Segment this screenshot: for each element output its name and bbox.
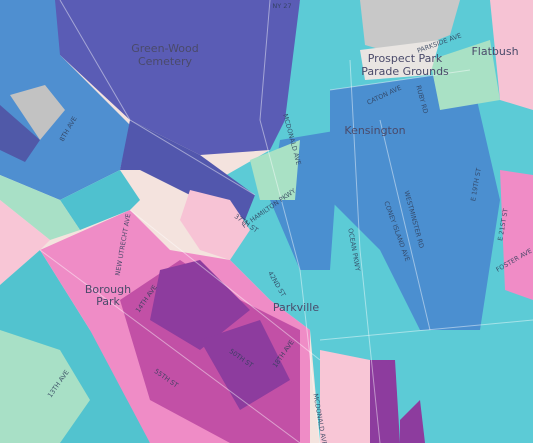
place-label: Cemetery	[138, 55, 193, 68]
region	[180, 190, 250, 260]
road	[329, 69, 471, 91]
region	[250, 140, 300, 200]
region	[400, 400, 425, 443]
roads	[39, 0, 533, 443]
road	[59, 0, 256, 196]
region	[430, 40, 500, 110]
region	[0, 175, 80, 240]
region	[0, 105, 40, 162]
place-label: Flatbush	[471, 45, 518, 58]
road	[349, 59, 381, 443]
road	[259, 0, 321, 443]
place-label: Prospect Park	[368, 52, 443, 65]
region	[200, 320, 290, 410]
cemetery	[55, 0, 300, 155]
region	[120, 120, 255, 220]
region	[490, 0, 533, 110]
region	[330, 70, 500, 330]
region	[150, 260, 250, 350]
place-label: Parade Grounds	[361, 65, 449, 78]
road	[129, 209, 321, 361]
region	[500, 170, 533, 300]
place-label: Park	[96, 295, 120, 308]
region	[320, 350, 370, 443]
region	[0, 200, 50, 285]
place-label: Borough	[85, 283, 131, 296]
road	[319, 319, 533, 341]
road	[39, 249, 301, 443]
park	[360, 0, 460, 55]
street-label: NY 27	[272, 2, 291, 10]
region	[0, 330, 90, 443]
region	[10, 85, 65, 140]
road	[379, 119, 431, 331]
region	[60, 170, 140, 230]
place-label: Kensington	[344, 124, 405, 137]
region	[370, 360, 400, 443]
place-label: Parkville	[273, 301, 319, 314]
place-label: Green-Wood	[131, 42, 199, 55]
park	[360, 40, 440, 80]
